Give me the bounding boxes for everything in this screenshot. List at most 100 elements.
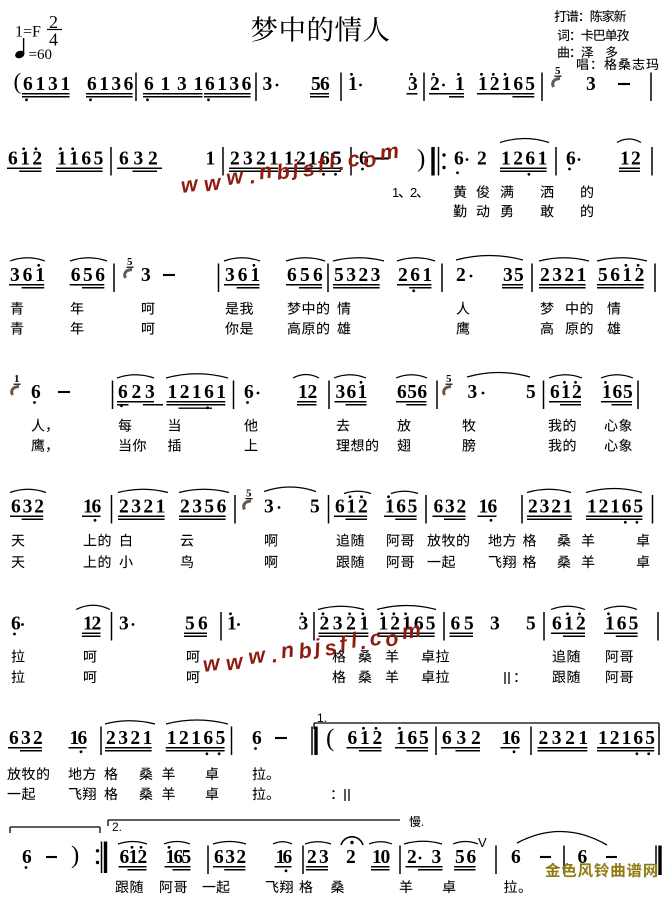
- svg-text:5: 5: [645, 728, 655, 749]
- svg-text:6: 6: [417, 382, 427, 403]
- svg-text:1: 1: [161, 74, 171, 95]
- svg-text:2: 2: [610, 728, 620, 749]
- svg-text:6: 6: [8, 149, 18, 170]
- svg-text:3: 3: [111, 74, 121, 95]
- svg-text:6: 6: [11, 497, 21, 518]
- svg-text:3: 3: [225, 265, 235, 286]
- svg-text:6: 6: [120, 847, 130, 868]
- svg-text:w: w: [179, 172, 200, 198]
- svg-text:3: 3: [141, 265, 151, 286]
- svg-text:5: 5: [408, 497, 418, 518]
- svg-text:1: 1: [217, 74, 227, 95]
- svg-text:3: 3: [10, 265, 20, 286]
- svg-text:3: 3: [540, 497, 550, 518]
- svg-text:3: 3: [21, 728, 31, 749]
- svg-text:5: 5: [446, 373, 452, 385]
- svg-text:1: 1: [605, 614, 615, 635]
- svg-text:1: 1: [563, 497, 573, 518]
- svg-text:4: 4: [49, 30, 58, 50]
- svg-text:2: 2: [119, 497, 129, 518]
- svg-text:6: 6: [203, 728, 213, 749]
- svg-text:2: 2: [346, 847, 356, 868]
- svg-text:3: 3: [145, 382, 155, 403]
- svg-text:w: w: [247, 643, 268, 669]
- svg-text:6: 6: [118, 382, 128, 403]
- svg-text:2: 2: [572, 382, 582, 403]
- svg-text:1: 1: [379, 614, 389, 635]
- svg-text:.: .: [421, 815, 424, 829]
- svg-text:1: 1: [622, 728, 632, 749]
- svg-text:m: m: [378, 139, 400, 166]
- svg-text:3: 3: [333, 614, 343, 635]
- svg-text:6: 6: [397, 382, 407, 403]
- svg-text:5: 5: [426, 614, 436, 635]
- svg-text:6: 6: [313, 265, 323, 286]
- svg-text:6: 6: [217, 497, 227, 518]
- svg-text:6: 6: [408, 728, 418, 749]
- svg-text:w: w: [201, 651, 222, 677]
- svg-text:3: 3: [23, 497, 33, 518]
- svg-text:6: 6: [78, 728, 88, 749]
- svg-text:6: 6: [22, 847, 32, 868]
- svg-text:s: s: [323, 635, 338, 661]
- svg-text:1: 1: [276, 847, 286, 868]
- svg-text:3: 3: [192, 497, 202, 518]
- svg-text:3: 3: [48, 74, 58, 95]
- svg-text:1: 1: [83, 497, 93, 518]
- svg-text:1: 1: [14, 373, 20, 385]
- svg-text:6: 6: [622, 497, 632, 518]
- svg-text:1: 1: [577, 265, 587, 286]
- svg-text:3: 3: [118, 728, 128, 749]
- svg-text:3: 3: [432, 847, 442, 868]
- svg-text:2: 2: [32, 149, 42, 170]
- svg-text:5: 5: [300, 265, 310, 286]
- svg-text:1: 1: [166, 847, 176, 868]
- svg-text:6: 6: [320, 74, 330, 95]
- svg-text:1: 1: [620, 149, 630, 170]
- svg-text:w: w: [224, 649, 245, 675]
- svg-text:5: 5: [629, 614, 639, 635]
- svg-text:l: l: [349, 628, 359, 653]
- svg-text:6: 6: [633, 728, 643, 749]
- svg-text:3: 3: [552, 728, 562, 749]
- svg-text:2: 2: [551, 497, 561, 518]
- svg-text:6: 6: [71, 265, 81, 286]
- svg-text:1: 1: [168, 382, 178, 403]
- svg-text:2: 2: [236, 847, 246, 868]
- svg-text:2: 2: [430, 74, 440, 95]
- svg-text:3: 3: [408, 74, 418, 95]
- svg-text:1=F: 1=F: [15, 24, 41, 41]
- svg-text:1: 1: [396, 728, 406, 749]
- svg-text:6: 6: [205, 74, 215, 95]
- svg-text:5: 5: [332, 149, 342, 170]
- svg-text:1: 1: [35, 265, 45, 286]
- svg-text:2: 2: [33, 728, 43, 749]
- svg-text:1: 1: [99, 74, 109, 95]
- svg-text:6: 6: [414, 614, 424, 635]
- svg-text:1: 1: [250, 265, 260, 286]
- svg-text:1: 1: [564, 614, 574, 635]
- svg-text:1: 1: [402, 614, 412, 635]
- svg-text:3: 3: [371, 265, 381, 286]
- svg-text:o: o: [383, 626, 400, 652]
- svg-text:1: 1: [561, 382, 571, 403]
- svg-text:5: 5: [633, 497, 643, 518]
- svg-text:1: 1: [36, 74, 46, 95]
- svg-text:5: 5: [311, 74, 321, 95]
- svg-text:6: 6: [359, 149, 369, 170]
- svg-text:1: 1: [610, 497, 620, 518]
- svg-text:3: 3: [552, 265, 562, 286]
- svg-text:1: 1: [61, 74, 71, 95]
- svg-text:l: l: [327, 149, 337, 174]
- svg-text:3: 3: [134, 149, 144, 170]
- svg-text:1: 1: [83, 614, 93, 635]
- svg-text:1: 1: [227, 614, 237, 635]
- svg-text:3: 3: [264, 497, 274, 518]
- svg-text:1: 1: [502, 728, 512, 749]
- svg-text:1: 1: [455, 74, 465, 95]
- svg-text:3: 3: [263, 74, 273, 95]
- svg-text:1: 1: [70, 728, 80, 749]
- svg-text:3: 3: [225, 847, 235, 868]
- svg-text:2: 2: [599, 497, 609, 518]
- svg-text:1: 1: [20, 149, 30, 170]
